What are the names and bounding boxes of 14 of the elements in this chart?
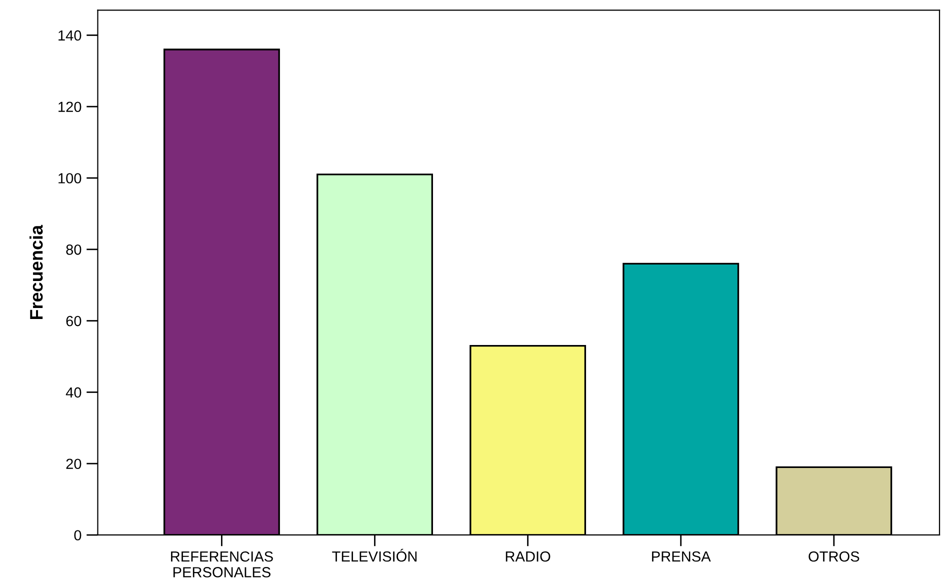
- x-tick-label: PRENSA: [652, 551, 711, 562]
- y-tick-label: 80: [66, 244, 82, 255]
- y-tick-label: 60: [66, 316, 82, 326]
- x-tick-label: REFERENCIAS PERSONALES: [171, 551, 273, 578]
- y-tick-label: 40: [66, 387, 82, 398]
- y-tick-label: 140: [58, 30, 82, 41]
- y-tick-label: 0: [74, 530, 82, 540]
- x-tick-label: RADIO: [506, 551, 550, 562]
- x-tick-label: OTROS: [808, 551, 860, 562]
- x-tick-label: TELEVISIÓN: [332, 548, 417, 562]
- y-axis-title: Frecuencia: [30, 224, 43, 320]
- y-tick-label: 100: [58, 173, 82, 184]
- y-tick-label: 20: [66, 458, 82, 470]
- y-tick-label: 120: [58, 102, 82, 112]
